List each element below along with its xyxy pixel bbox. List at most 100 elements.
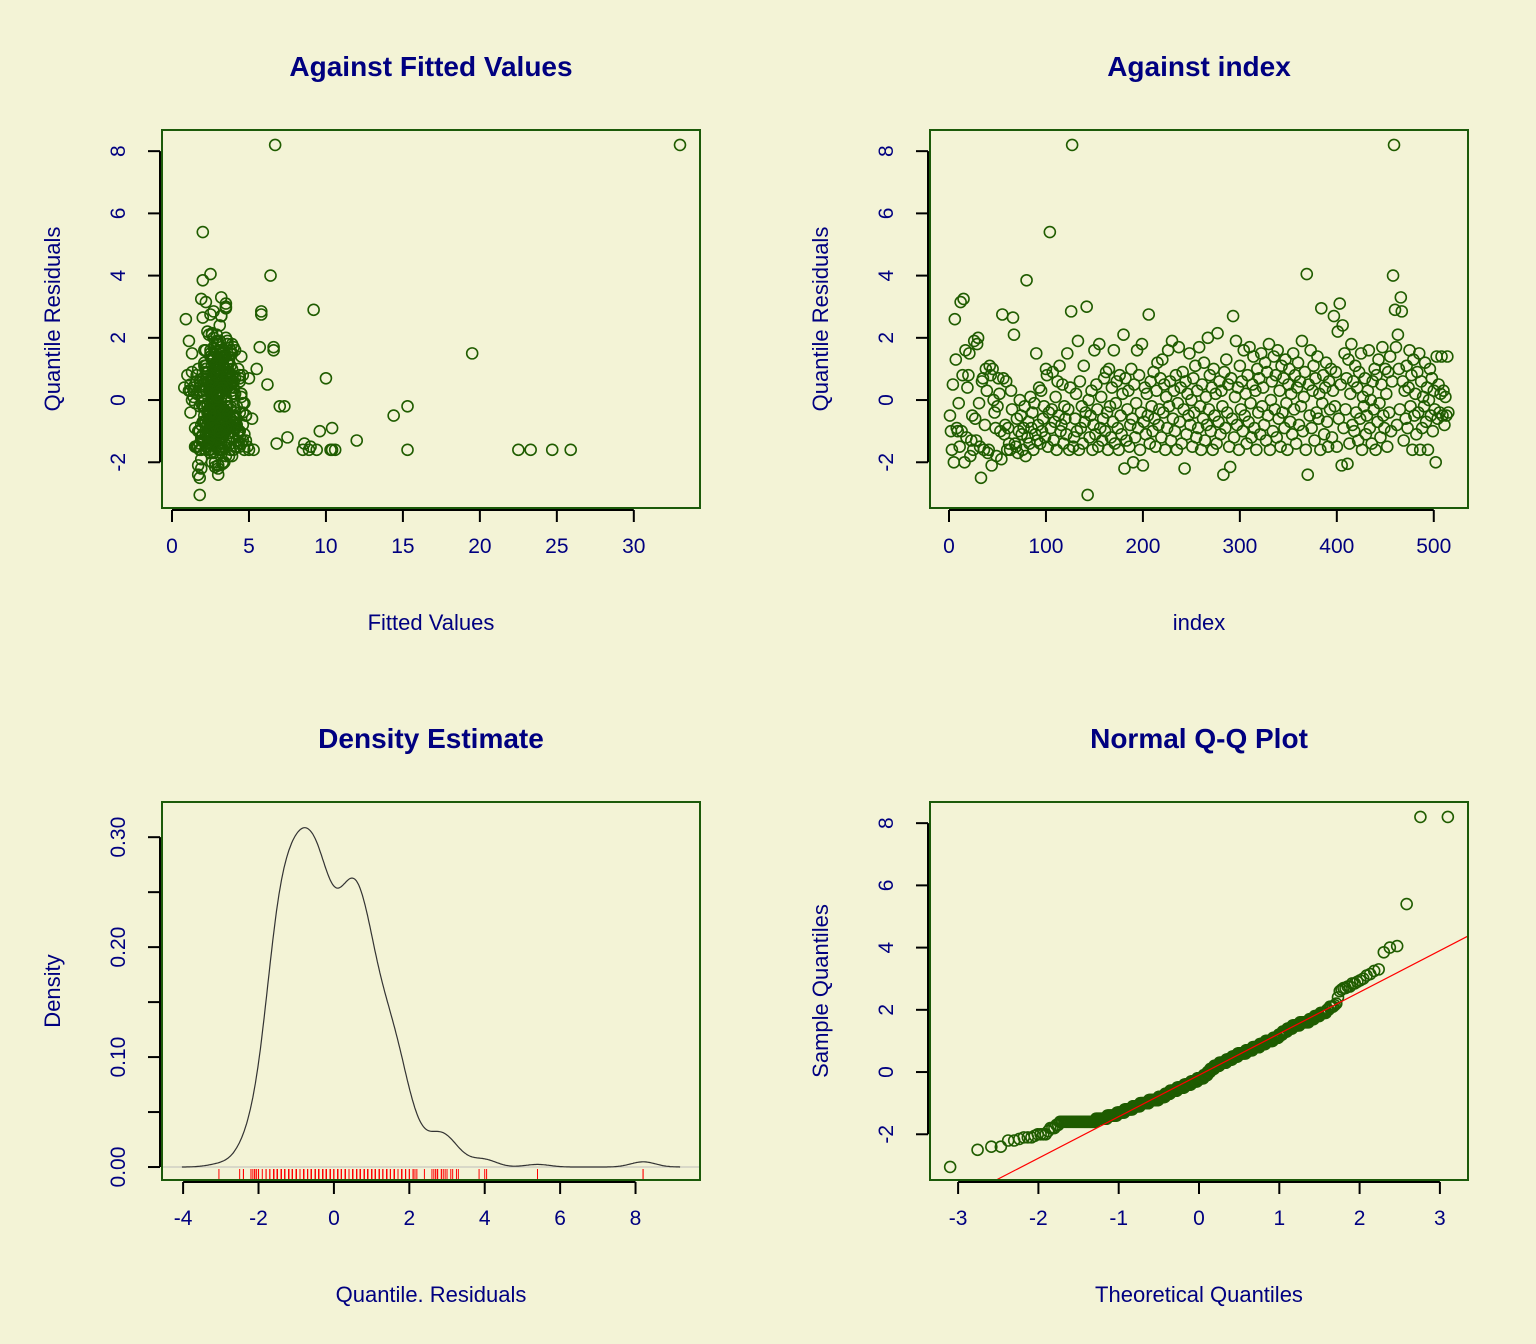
x-tick-label: 5 — [243, 535, 255, 558]
data-point — [1073, 375, 1087, 388]
data-point — [1053, 359, 1066, 373]
y-tick-label: 0.30 — [107, 817, 130, 858]
data-point — [964, 449, 977, 463]
data-point — [1423, 362, 1437, 376]
data-point — [213, 319, 227, 332]
data-point — [247, 443, 260, 457]
data-point — [993, 387, 1006, 401]
data-point — [952, 396, 965, 410]
data-point — [1437, 384, 1450, 398]
data-point — [1413, 443, 1427, 457]
x-tick-label: 15 — [391, 535, 414, 558]
data-point — [253, 340, 267, 354]
data-point — [1341, 457, 1354, 471]
data-point — [236, 418, 250, 432]
data-point — [1303, 409, 1316, 422]
data-point — [971, 1143, 984, 1157]
data-point — [1378, 362, 1392, 376]
data-point — [1267, 350, 1281, 363]
data-point — [1388, 303, 1402, 317]
data-point — [1304, 343, 1317, 357]
qq-reference-line — [994, 935, 1468, 1180]
data-point — [1118, 462, 1131, 475]
data-point — [1206, 443, 1220, 457]
data-point — [1273, 384, 1286, 398]
data-point — [230, 440, 243, 454]
data-point — [1119, 371, 1132, 385]
data-point — [1006, 311, 1020, 324]
data-point — [1108, 437, 1122, 450]
data-point — [1281, 443, 1294, 457]
y-tick-label: 4 — [107, 269, 130, 281]
data-point — [387, 409, 400, 422]
data-point — [968, 412, 982, 426]
x-tick-label: 25 — [545, 535, 568, 558]
data-point — [1107, 343, 1121, 357]
data-point — [1275, 359, 1288, 373]
data-point — [1061, 403, 1075, 416]
data-point — [1111, 421, 1125, 435]
data-point — [969, 434, 983, 447]
data-point — [1391, 328, 1405, 342]
x-tick-label: -2 — [249, 1207, 268, 1230]
data-point — [1300, 267, 1314, 281]
data-point — [1169, 368, 1183, 382]
data-point — [1290, 381, 1304, 394]
data-point — [1291, 356, 1305, 370]
data-point — [191, 459, 205, 472]
y-tick-label: 4 — [875, 941, 898, 953]
data-point — [1034, 384, 1048, 398]
data-point — [1348, 359, 1362, 373]
data-point — [1315, 301, 1328, 315]
data-point — [221, 362, 234, 376]
x-axis-label: Theoretical Quantiles — [1095, 1282, 1303, 1307]
x-tick-label: 6 — [554, 1207, 566, 1230]
data-point — [1328, 998, 1341, 1012]
data-point — [1223, 460, 1237, 474]
data-point — [1136, 459, 1150, 472]
data-point — [307, 303, 320, 317]
data-point — [267, 343, 280, 357]
data-point — [1035, 424, 1049, 438]
data-point — [982, 443, 996, 457]
data-point — [1355, 443, 1369, 457]
data-point — [1414, 810, 1427, 824]
data-point — [1433, 406, 1446, 419]
data-point — [1045, 403, 1059, 416]
data-point — [1327, 309, 1341, 323]
data-point — [1196, 412, 1210, 426]
data-point — [211, 443, 225, 457]
data-point — [1272, 412, 1285, 426]
data-point — [1087, 418, 1100, 432]
x-tick-label: 300 — [1222, 535, 1257, 558]
x-axis-label: index — [1173, 610, 1226, 635]
data-point — [1295, 334, 1309, 348]
data-point — [1002, 437, 1016, 450]
data-point — [465, 347, 479, 360]
data-point — [1390, 939, 1404, 953]
y-tick-label: 6 — [107, 208, 130, 220]
data-point — [1026, 406, 1039, 419]
data-point — [1212, 415, 1225, 429]
data-point — [1317, 427, 1331, 441]
data-point — [264, 269, 277, 282]
plot-title: Against Fitted Values — [289, 51, 572, 82]
data-point — [974, 471, 988, 485]
data-point — [234, 350, 248, 363]
data-point — [325, 443, 339, 457]
y-tick-label: 0.20 — [107, 927, 130, 968]
data-point — [1215, 384, 1228, 398]
y-tick-label: 0 — [875, 1066, 898, 1078]
data-point — [1373, 396, 1386, 410]
data-point — [1109, 396, 1123, 410]
data-point — [208, 359, 222, 373]
data-point — [1226, 309, 1240, 323]
data-point — [1156, 353, 1169, 366]
data-point — [962, 368, 975, 382]
data-point — [1247, 350, 1260, 363]
data-point — [971, 331, 985, 345]
data-point — [1402, 381, 1415, 394]
data-point — [1296, 424, 1310, 438]
data-point — [1090, 378, 1103, 391]
